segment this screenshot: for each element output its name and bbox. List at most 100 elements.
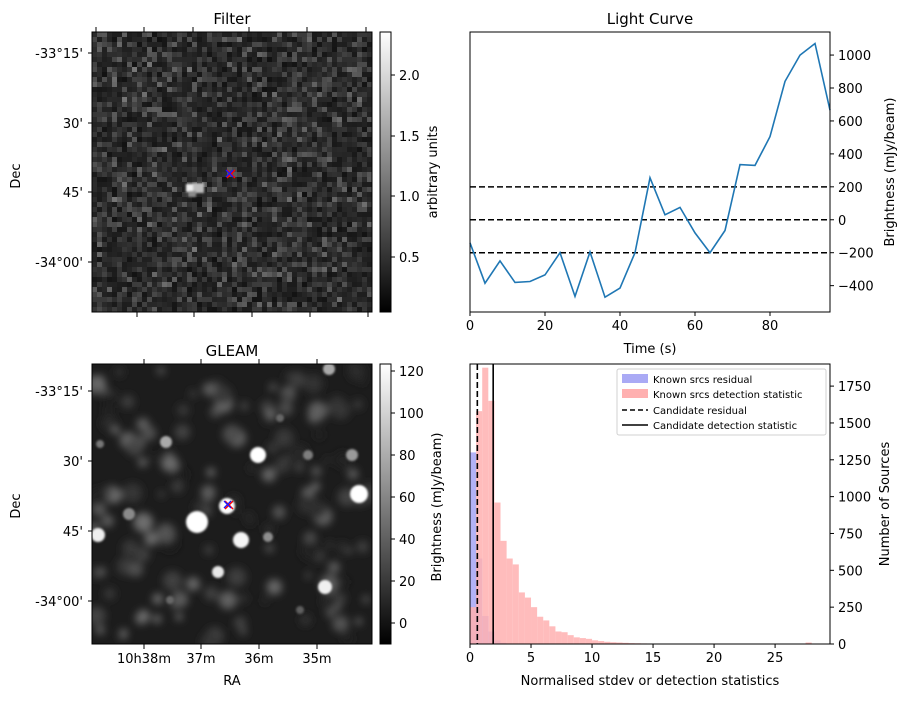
filter-pixel <box>232 267 237 272</box>
filter-pixel <box>202 207 207 212</box>
filter-pixel <box>172 57 177 62</box>
filter-pixel <box>192 42 197 47</box>
filter-pixel <box>157 37 162 42</box>
gleam-ytick-label: 45' <box>63 525 83 540</box>
filter-pixel <box>92 172 97 177</box>
filter-pixel <box>162 232 167 237</box>
filter-pixel <box>112 132 117 137</box>
filter-pixel <box>102 217 107 222</box>
filter-pixel <box>197 197 202 202</box>
filter-pixel <box>207 217 212 222</box>
filter-pixel <box>217 242 222 247</box>
filter-pixel <box>357 207 362 212</box>
filter-pixel <box>247 207 252 212</box>
filter-pixel <box>182 67 187 72</box>
filter-pixel <box>177 32 182 37</box>
filter-pixel <box>292 157 297 162</box>
filter-pixel <box>142 242 147 247</box>
filter-pixel <box>347 217 352 222</box>
filter-pixel <box>257 287 262 292</box>
filter-pixel <box>97 202 102 207</box>
filter-pixel <box>302 267 307 272</box>
filter-pixel <box>312 282 317 287</box>
filter-colorbar: 0.5 1.0 1.5 2.0 arbitrary units <box>380 32 441 312</box>
filter-pixel <box>177 252 182 257</box>
filter-pixel <box>317 302 322 307</box>
filter-pixel <box>357 232 362 237</box>
histogram-bar <box>549 626 555 644</box>
filter-pixel <box>152 92 157 97</box>
gleam-noise-blob <box>331 400 350 419</box>
filter-pixel <box>322 107 327 112</box>
filter-pixel <box>132 72 137 77</box>
filter-pixel <box>212 87 217 92</box>
filter-pixel <box>112 192 117 197</box>
filter-pixel <box>242 57 247 62</box>
filter-pixel <box>302 157 307 162</box>
filter-pixel <box>272 147 277 152</box>
filter-pixel <box>147 207 152 212</box>
filter-pixel <box>312 157 317 162</box>
filter-pixel <box>172 107 177 112</box>
filter-pixel <box>107 142 112 147</box>
filter-pixel <box>327 87 332 92</box>
filter-pixel <box>212 212 217 217</box>
filter-pixel <box>317 197 322 202</box>
filter-pixel <box>327 42 332 47</box>
filter-pixel <box>272 32 277 37</box>
filter-pixel <box>297 97 302 102</box>
filter-pixel <box>212 77 217 82</box>
gleam-yticks: -33°15' 30' 45' -34°00' <box>35 385 92 610</box>
filter-pixel <box>172 187 177 192</box>
filter-pixel <box>112 227 117 232</box>
filter-pixel <box>222 117 227 122</box>
filter-pixel <box>207 182 212 187</box>
filter-pixel <box>282 122 287 127</box>
filter-pixel <box>102 282 107 287</box>
filter-pixel <box>337 112 342 117</box>
filter-pixel <box>307 192 312 197</box>
filter-pixel <box>167 57 172 62</box>
gleam-cbar-tick: 100 <box>399 407 424 422</box>
filter-pixel <box>257 87 262 92</box>
gleam-noise-blob <box>171 481 183 493</box>
light-curve-line <box>470 44 830 298</box>
filter-pixel <box>137 232 142 237</box>
filter-pixel <box>167 187 172 192</box>
filter-pixel <box>292 137 297 142</box>
filter-pixel <box>227 62 232 67</box>
filter-pixel <box>177 127 182 132</box>
filter-pixel <box>217 292 222 297</box>
filter-pixel <box>332 42 337 47</box>
filter-pixel <box>272 177 277 182</box>
filter-pixel <box>97 117 102 122</box>
filter-pixel <box>222 207 227 212</box>
filter-pixel <box>347 77 352 82</box>
filter-pixel <box>297 282 302 287</box>
filter-pixel <box>162 227 167 232</box>
filter-pixel <box>292 57 297 62</box>
filter-pixel <box>337 252 342 257</box>
filter-pixel <box>172 182 177 187</box>
filter-pixel <box>352 102 357 107</box>
filter-pixel <box>297 217 302 222</box>
filter-pixel <box>217 287 222 292</box>
filter-pixel <box>292 297 297 302</box>
filter-pixel <box>157 157 162 162</box>
filter-pixel <box>262 227 267 232</box>
filter-pixel <box>287 257 292 262</box>
filter-pixel <box>247 147 252 152</box>
filter-pixel <box>307 257 312 262</box>
filter-pixel <box>297 207 302 212</box>
filter-pixel <box>267 207 272 212</box>
filter-pixel <box>107 222 112 227</box>
filter-pixel <box>307 197 312 202</box>
filter-pixel <box>152 137 157 142</box>
filter-pixel <box>272 142 277 147</box>
filter-pixel <box>197 177 202 182</box>
filter-pixel <box>152 302 157 307</box>
filter-pixel <box>262 262 267 267</box>
filter-pixel <box>272 62 277 67</box>
filter-pixel <box>302 37 307 42</box>
filter-pixel <box>282 137 287 142</box>
